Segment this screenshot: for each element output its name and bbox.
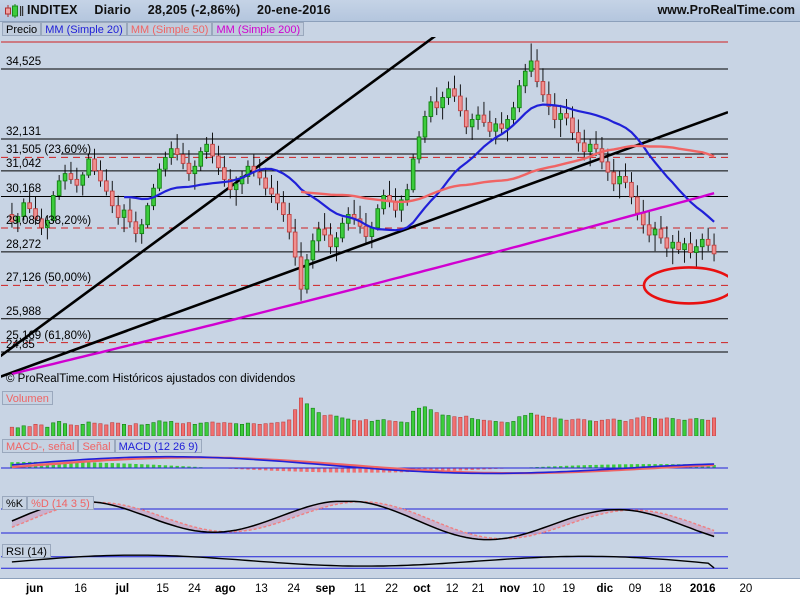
date-tick-label: 2016 xyxy=(689,583,716,595)
date-tick-label: 20 xyxy=(739,583,753,595)
timeframe-label: Diario xyxy=(94,3,132,17)
date-tick-label: dic xyxy=(596,583,614,595)
date-tick-label: 10 xyxy=(532,583,545,595)
macd_panel-header-0[interactable]: MACD-, señal xyxy=(2,439,79,453)
price-level-label: 32,131 xyxy=(6,126,42,139)
price-plot xyxy=(1,37,728,388)
date-tick-label: 12 xyxy=(445,583,459,595)
date-tick-label: 09 xyxy=(628,583,642,595)
price-level-label: 29,089 (38,20%) xyxy=(6,215,92,227)
copyright-label: © ProRealTime.com Históricos ajustados c… xyxy=(6,373,296,385)
macd_panel-header-2[interactable]: MACD (12 26 9) xyxy=(114,439,203,453)
instrument-info: INDITEX Diario 28,205 (-2,86%) 20-ene-20… xyxy=(27,3,344,17)
legend-item-0[interactable]: Precio xyxy=(2,22,42,36)
date-tick-label: ago xyxy=(215,583,236,595)
volume-header[interactable]: Volumen xyxy=(2,391,53,405)
rsi_panel-header-0[interactable]: RSI (14) xyxy=(2,544,51,558)
symbol-label: INDITEX xyxy=(27,3,78,17)
stochastic_panel-header-0[interactable]: %K xyxy=(2,496,28,510)
candlestick-icon xyxy=(5,4,24,18)
date-tick-label: 13 xyxy=(254,583,268,595)
date-tick-label: 24 xyxy=(187,583,201,595)
date-tick-label: jul xyxy=(115,583,130,595)
date-tick-label: sep xyxy=(315,583,336,595)
date-label: 20-ene-2016 xyxy=(257,3,331,17)
date-tick-label: 21 xyxy=(471,583,485,595)
price-level-label: 25,988 xyxy=(6,305,42,318)
price-level-label: 30,168 xyxy=(6,183,42,196)
date-tick-label: 15 xyxy=(156,583,170,595)
date-tick-label: 24 xyxy=(287,583,301,595)
price-level-label: 27,126 (50,00%) xyxy=(6,272,92,285)
title-bar: INDITEX Diario 28,205 (-2,86%) 20-ene-20… xyxy=(0,0,800,22)
date-tick-label: 19 xyxy=(562,583,576,595)
date-tick-label: 18 xyxy=(658,583,672,595)
date-tick-label: 16 xyxy=(74,583,87,595)
legend-item-1[interactable]: MM (Simple 20) xyxy=(41,22,127,36)
price-level-label: 31,042 xyxy=(6,157,42,170)
legend-item-3[interactable]: MM (Simple 200) xyxy=(212,22,305,36)
rsi-plot xyxy=(1,543,728,577)
stochastic-plot xyxy=(1,495,728,541)
quote-label: 28,205 (-2,86%) xyxy=(147,3,241,17)
price-level-label: 24,85 xyxy=(6,338,35,351)
legend-item-2[interactable]: MM (Simple 50) xyxy=(126,22,213,36)
date-tick-label: oct xyxy=(413,583,431,595)
website-label: www.ProRealTime.com xyxy=(657,3,795,17)
price-level-label: 34,525 xyxy=(6,56,42,69)
price-level-label: 25,169 (61,80%) xyxy=(6,329,92,342)
date-tick-label: jun xyxy=(25,583,44,595)
stochastic_panel-header-1[interactable]: %D (14 3 5) xyxy=(27,496,94,510)
date-axis[interactable]: jun 16 jul 15 24 ago 13 24 sep 11 22 oct 12 21 nov 10 19… xyxy=(0,578,800,600)
date-tick-label: 11 xyxy=(354,583,366,595)
date-tick-label: nov xyxy=(499,583,521,595)
price-level-label: 31,505 (23,60%) xyxy=(6,144,92,157)
macd_panel-header-1[interactable]: Señal xyxy=(78,439,115,453)
price-level-label: 28,272 xyxy=(6,238,42,251)
legend-row: Precio MM (Simple 20) MM (Simple 50) MM (Si… xyxy=(0,22,800,36)
volume-plot xyxy=(1,390,728,436)
date-tick-label: 22 xyxy=(385,583,399,595)
macd-plot xyxy=(1,438,728,493)
